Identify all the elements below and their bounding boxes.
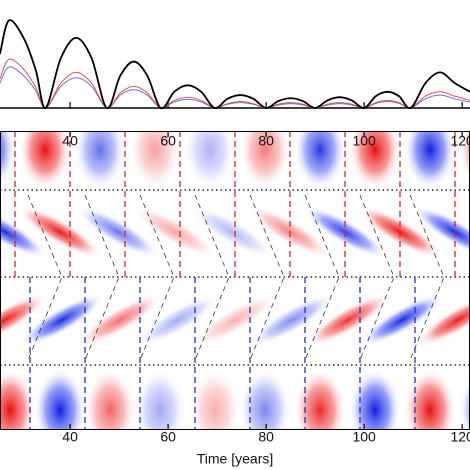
- chevron-guide: [359, 194, 395, 361]
- chevron-guide: [84, 194, 120, 361]
- x-tick-label: 60: [160, 429, 176, 445]
- x-tick-label: 100: [352, 429, 376, 445]
- field-blob: [189, 368, 241, 430]
- x-tick-label: 120: [450, 133, 470, 149]
- chevron-guide: [304, 194, 340, 361]
- series-line: [0, 58, 470, 109]
- field-blob: [129, 131, 181, 190]
- field-blob: [306, 293, 390, 347]
- field-blob: [136, 293, 220, 347]
- field-blob: [239, 368, 291, 430]
- field-blob: [239, 131, 291, 190]
- x-tick-label: 40: [62, 429, 78, 445]
- series-line: [0, 19, 470, 110]
- field-blob: [294, 368, 346, 430]
- field-blob: [360, 293, 444, 347]
- field-blob: [19, 131, 71, 190]
- field-blob: [74, 131, 126, 190]
- x-tick-label: 40: [62, 133, 78, 149]
- field-blob: [34, 368, 86, 430]
- field-blob: [349, 368, 401, 430]
- x-tick-label: 80: [258, 133, 274, 149]
- chevron-guide: [194, 194, 230, 361]
- field-blob: [416, 293, 470, 347]
- field-panel: [0, 131, 470, 430]
- field-blob: [459, 131, 470, 183]
- field-blob: [349, 131, 401, 190]
- field-blob: [75, 205, 160, 259]
- field-blob: [20, 293, 104, 347]
- field-blob: [0, 368, 36, 430]
- x-tick-label: 120: [450, 429, 470, 445]
- field-blob: [404, 368, 456, 430]
- field-blob: [0, 205, 47, 259]
- field-blob: [134, 368, 186, 430]
- field-blob: [84, 368, 136, 430]
- chevron-guide: [139, 194, 175, 361]
- x-axis-label: Time [years]: [197, 451, 274, 467]
- x-tick-label: 60: [160, 133, 176, 149]
- field-blob: [459, 375, 470, 430]
- field-blob: [133, 205, 217, 259]
- field-blob: [190, 205, 274, 259]
- chevron-guide: [27, 194, 63, 361]
- chevron-guide: [409, 194, 445, 361]
- field-blob: [250, 293, 334, 347]
- field-blob: [0, 131, 16, 187]
- chevron-guide: [249, 194, 285, 361]
- field-blob: [0, 293, 47, 347]
- field-blob: [193, 293, 277, 347]
- series-line: [0, 66, 470, 109]
- field-blob: [78, 293, 162, 347]
- x-tick-label: 80: [258, 429, 274, 445]
- field-blob: [18, 205, 102, 259]
- field-blob: [294, 131, 346, 190]
- line-panel: 40 40 60 60 80 80 100 100 120 120: [0, 19, 470, 445]
- field-blob: [184, 131, 236, 190]
- x-tick-label: 100: [352, 133, 376, 149]
- field-blob: [404, 131, 456, 190]
